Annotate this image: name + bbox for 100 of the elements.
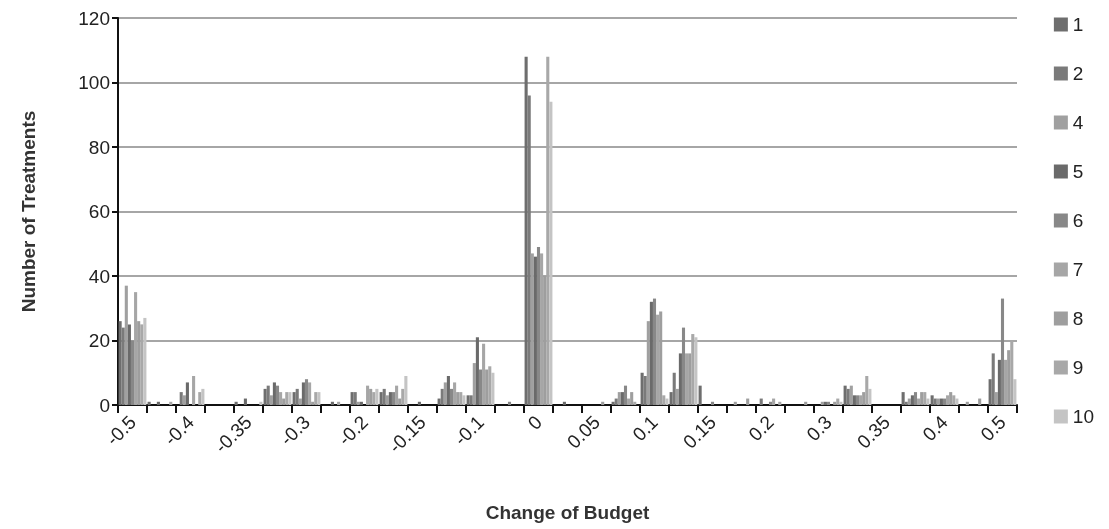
bar <box>536 246 541 405</box>
x-tick-label: -0.4 <box>159 411 198 450</box>
y-tick-label: 100 <box>78 72 110 93</box>
bar <box>1013 379 1017 405</box>
bar <box>524 56 528 405</box>
y-tick-label: 120 <box>78 7 110 29</box>
bar <box>259 401 263 405</box>
bar <box>198 392 202 405</box>
bar <box>482 343 486 405</box>
legend-label: 8 <box>1072 308 1084 329</box>
bar <box>147 401 151 405</box>
bar <box>337 401 341 405</box>
bar <box>169 401 173 405</box>
bar <box>292 392 296 405</box>
bar <box>201 388 205 405</box>
bar <box>478 369 483 405</box>
bar <box>417 401 421 405</box>
legend-label: 9 <box>1072 357 1084 378</box>
bar <box>546 56 550 405</box>
bar <box>375 388 379 405</box>
bar <box>298 398 302 405</box>
bar <box>768 401 773 405</box>
bar <box>234 401 238 405</box>
bar <box>295 388 299 405</box>
bar <box>759 398 763 405</box>
bar <box>379 392 383 405</box>
bar <box>401 388 405 405</box>
bar <box>192 375 196 405</box>
bar <box>275 385 280 405</box>
bar <box>868 388 872 405</box>
bar <box>855 395 860 405</box>
bar <box>269 395 273 405</box>
bar <box>804 401 808 405</box>
x-tick-label: -0.1 <box>449 411 488 450</box>
bar <box>710 401 715 405</box>
bar <box>733 401 737 405</box>
bar <box>446 375 450 405</box>
bar <box>991 353 995 405</box>
y-tick-label: 20 <box>88 330 110 351</box>
y-axis-title: Number of Treatments <box>18 110 39 313</box>
bar <box>901 392 905 405</box>
bar <box>646 321 650 405</box>
bar <box>698 385 702 405</box>
bar <box>304 379 309 405</box>
bar <box>772 398 776 405</box>
bar <box>746 398 750 405</box>
x-tick-label: 0.5 <box>976 411 1010 446</box>
x-tick-label: 0.1 <box>628 411 662 446</box>
bar <box>124 285 128 405</box>
bar <box>640 372 644 405</box>
bar <box>453 382 457 405</box>
bar <box>134 292 138 405</box>
bar <box>826 401 831 405</box>
bar <box>272 382 276 405</box>
bar <box>404 375 408 405</box>
bar <box>491 372 495 405</box>
legend-label: 1 <box>1072 14 1084 35</box>
bar <box>279 392 283 405</box>
x-tick-label: 0.3 <box>802 411 836 446</box>
bar <box>395 385 399 405</box>
x-tick-label: -0.3 <box>275 411 314 450</box>
bar <box>308 382 312 405</box>
bar <box>301 382 305 405</box>
bar <box>143 317 147 405</box>
bar <box>630 392 634 405</box>
bar <box>913 392 918 405</box>
bar <box>601 401 605 405</box>
y-tick-label: 80 <box>88 136 110 158</box>
y-tick-label: 40 <box>88 265 110 287</box>
x-tick-label: -0.2 <box>333 411 372 450</box>
legend-label: 4 <box>1072 112 1084 133</box>
bar <box>391 392 396 405</box>
bar <box>778 401 782 405</box>
legend-label: 2 <box>1072 63 1084 84</box>
bar <box>978 398 982 405</box>
legend-label: 5 <box>1072 161 1084 182</box>
legend-label: 7 <box>1072 259 1084 280</box>
bar <box>185 382 189 405</box>
bar <box>997 359 1001 405</box>
bar <box>443 382 447 405</box>
y-tick-label: 60 <box>88 201 110 222</box>
bar <box>942 398 947 405</box>
bar <box>652 298 657 405</box>
bar <box>440 388 444 405</box>
bar <box>243 398 247 405</box>
x-tick-label: 0 <box>523 411 546 434</box>
bar <box>156 401 160 405</box>
bar <box>865 375 869 405</box>
bar <box>549 101 553 405</box>
bar <box>382 388 386 405</box>
bar <box>118 321 122 405</box>
bar <box>1010 340 1014 405</box>
bar <box>675 388 679 405</box>
bar <box>330 401 334 405</box>
bar <box>678 353 682 405</box>
bar <box>562 401 566 405</box>
bar <box>623 385 628 405</box>
bar <box>672 372 676 405</box>
bar <box>994 392 998 405</box>
bar <box>472 363 476 405</box>
